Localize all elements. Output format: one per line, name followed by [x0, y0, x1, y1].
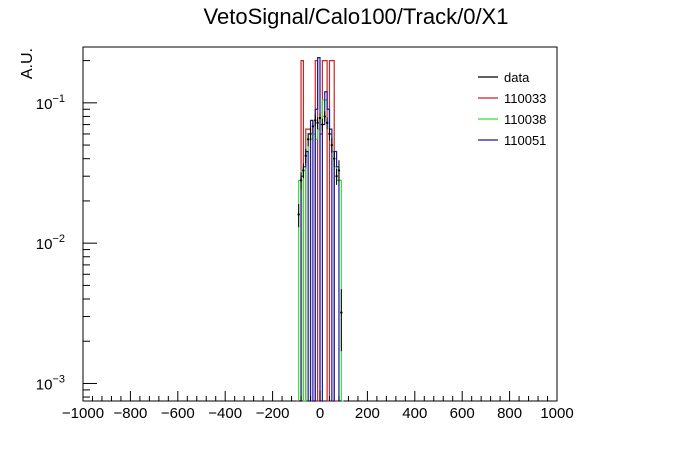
y-axis: 10−310−210−1: [36, 60, 97, 398]
data-point: [302, 169, 305, 172]
data-point: [314, 119, 317, 122]
x-tick-label: −200: [256, 405, 290, 422]
y-tick-label: 10−2: [36, 233, 65, 253]
data-point: [306, 138, 310, 141]
y-axis-label: A.U.: [19, 48, 36, 79]
data-point: [318, 116, 322, 120]
legend-label-1: 110033: [504, 91, 546, 106]
data-point: [297, 213, 300, 216]
chart-title: VetoSignal/Calo100/Track/0/X1: [204, 4, 509, 29]
x-tick-label: 0: [316, 405, 324, 422]
x-tick-label: 800: [497, 405, 522, 422]
series-layer: [296, 57, 344, 402]
data-point: [335, 175, 338, 178]
y-tick-exponent: −2: [52, 233, 65, 245]
data-point: [333, 157, 336, 160]
plot-area: −1000 −800 −600 −400 −200 0 200 400 600 800 1000 1…: [36, 46, 574, 422]
data-point: [325, 121, 329, 125]
x-tick-label: −400: [208, 405, 242, 422]
data-point: [316, 121, 319, 125]
data-point: [309, 132, 312, 136]
x-tick-label: −800: [114, 405, 148, 422]
x-tick-label: 400: [402, 405, 427, 422]
data-point: [311, 125, 315, 128]
legend-label-0: data: [504, 70, 530, 85]
data-point: [328, 132, 331, 136]
series-3-histogram: [298, 57, 342, 402]
legend-label-3: 110051: [504, 133, 546, 148]
x-tick-label: 1000: [540, 405, 573, 422]
data-point: [304, 154, 307, 157]
y-tick-label: 10−3: [36, 373, 65, 393]
legend-label-2: 110038: [504, 112, 546, 127]
data-point: [299, 179, 303, 182]
x-tick-label: 200: [355, 405, 380, 422]
y-tick-exponent: −3: [52, 373, 65, 385]
data-point: [321, 123, 324, 126]
y-tick-base: 10: [36, 236, 53, 253]
x-axis: −1000 −800 −600 −400 −200 0 200 400 600 800 1000: [62, 391, 574, 422]
data-point: [340, 311, 343, 314]
x-tick-label: −1000: [62, 405, 104, 422]
series-1-histogram: [296, 59, 339, 402]
y-tick-label: 10−1: [36, 93, 65, 113]
x-tick-label: −600: [161, 405, 195, 422]
data-point: [330, 143, 334, 147]
y-tick-exponent: −1: [52, 93, 65, 105]
data-point: [323, 115, 326, 118]
legend: data 110033 110038 110051: [478, 70, 546, 148]
x-tick-label: 600: [450, 405, 475, 422]
data-point: [337, 169, 341, 172]
y-tick-base: 10: [36, 376, 53, 393]
y-tick-base: 10: [36, 96, 53, 113]
